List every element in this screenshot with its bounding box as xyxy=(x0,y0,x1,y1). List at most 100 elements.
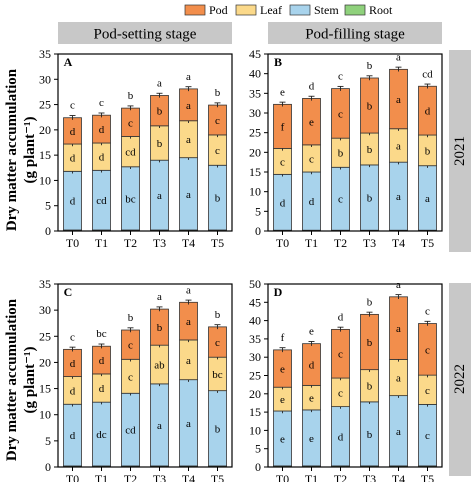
sig-letter-b-t4-leaf: a xyxy=(396,140,401,152)
y-tick-label-b-15: 15 xyxy=(249,165,261,179)
stage-header-box-filling xyxy=(268,22,442,44)
sig-letter-c-t0-leaf: d xyxy=(70,385,76,397)
y-tick-label-c-25: 25 xyxy=(39,329,51,343)
x-tick-label-c-t5: T5 xyxy=(211,472,224,482)
x-tick-label-d-t2: T2 xyxy=(334,472,347,482)
sig-letter-total-c-t3: a xyxy=(157,291,162,303)
x-tick-label-b-t4: T4 xyxy=(392,236,405,250)
sig-letter-total-d-t0: f xyxy=(281,332,285,344)
sig-letter-total-b-t0: e xyxy=(280,86,285,98)
sig-letter-c-t3-pod: b xyxy=(157,322,163,334)
sig-letter-b-t4-pod: a xyxy=(396,94,401,106)
y-tick-label-c-20: 20 xyxy=(39,355,51,369)
sig-letter-b-t0-stem: d xyxy=(280,197,286,209)
sig-letter-c-t4-stem: a xyxy=(186,418,191,430)
sig-letter-total-b-t4: a xyxy=(396,51,401,63)
sig-letter-d-t0-leaf: e xyxy=(280,394,285,406)
sig-letter-total-d-t4: a xyxy=(396,279,401,291)
y-tick-label-b-30: 30 xyxy=(249,106,261,120)
y-tick-label-b-45: 45 xyxy=(249,47,261,61)
x-tick-label-c-t3: T3 xyxy=(153,472,166,482)
y-tick-label-b-0: 0 xyxy=(255,224,261,238)
sig-letter-total-a-t1: c xyxy=(99,97,104,109)
sig-letter-total-d-t1: e xyxy=(309,326,314,338)
sig-letter-c-t2-pod: c xyxy=(128,340,133,352)
x-tick-label-b-t0: T0 xyxy=(276,236,289,250)
sig-letter-a-t0-stem: d xyxy=(70,196,76,208)
y-tick-label-c-0: 0 xyxy=(45,460,51,474)
sig-letter-d-t4-leaf: a xyxy=(396,373,401,385)
panel-letter-d: D xyxy=(274,285,283,299)
sig-letter-total-b-t1: d xyxy=(309,80,315,92)
legend: Pod Leaf Stem Root xyxy=(184,3,393,17)
y-tick-label-d-25: 25 xyxy=(249,369,261,383)
y-tick-label-d-10: 10 xyxy=(249,423,261,437)
x-tick-label-d-t5: T5 xyxy=(421,472,434,482)
sig-letter-a-t3-leaf: b xyxy=(157,138,163,150)
y-tick-label-d-50: 50 xyxy=(249,277,261,291)
x-tick-label-c-t2: T2 xyxy=(124,472,137,482)
y-axis-label-top-line2: (g plant⁻¹) xyxy=(22,116,38,183)
legend-swatch-pod xyxy=(184,4,206,16)
y-tick-label-d-20: 20 xyxy=(249,387,261,401)
sig-letter-a-t3-pod: b xyxy=(157,106,163,118)
y-tick-label-a-20: 20 xyxy=(39,123,51,137)
sig-letter-a-t2-pod: c xyxy=(128,117,133,129)
sig-letter-b-t0-leaf: c xyxy=(280,156,285,168)
sig-letter-d-t3-stem: b xyxy=(367,429,373,441)
sig-letter-b-t5-leaf: b xyxy=(425,145,431,157)
x-tick-label-d-t1: T1 xyxy=(305,472,318,482)
sig-letter-b-t2-leaf: b xyxy=(338,148,344,160)
x-tick-label-b-t5: T5 xyxy=(421,236,434,250)
year-bar-2021 xyxy=(449,50,471,252)
panel-frame-c xyxy=(57,283,233,468)
sig-letter-a-t2-stem: bc xyxy=(125,193,136,205)
y-tick-label-a-0: 0 xyxy=(45,224,51,238)
panel-letter-c: C xyxy=(64,285,73,299)
panel-frame-b xyxy=(267,53,443,232)
x-tick-label-b-t3: T3 xyxy=(363,236,376,250)
sig-letter-c-t5-stem: b xyxy=(215,423,221,435)
sig-letter-d-t4-stem: a xyxy=(396,426,401,438)
sig-letter-total-b-t2: c xyxy=(338,71,343,83)
legend-label-stem: Stem xyxy=(314,3,339,17)
sig-letter-d-t5-leaf: c xyxy=(425,385,430,397)
sig-letter-total-d-t3: b xyxy=(367,296,373,308)
y-tick-label-b-35: 35 xyxy=(249,86,261,100)
sig-letter-total-b-t3: b xyxy=(367,60,373,72)
sig-letter-c-t2-leaf: c xyxy=(128,371,133,383)
sig-letter-b-t3-leaf: b xyxy=(367,144,373,156)
sig-letter-b-t3-stem: b xyxy=(367,193,373,205)
sig-letter-b-t4-stem: a xyxy=(396,191,401,203)
legend-swatch-leaf xyxy=(235,4,257,16)
y-tick-label-a-35: 35 xyxy=(39,47,51,61)
x-tick-label-c-t1: T1 xyxy=(95,472,108,482)
sig-letter-b-t1-stem: d xyxy=(309,196,315,208)
y-tick-label-a-5: 5 xyxy=(45,199,51,213)
sig-letter-c-t1-pod: d xyxy=(99,355,105,367)
stage-header-setting: Pod-setting stage xyxy=(94,27,197,43)
sig-letter-b-t2-stem: c xyxy=(338,194,343,206)
sig-letter-c-t2-stem: cd xyxy=(125,425,136,437)
x-tick-label-d-t0: T0 xyxy=(276,472,289,482)
y-tick-label-c-30: 30 xyxy=(39,303,51,317)
sig-letter-d-t2-stem: d xyxy=(338,431,344,443)
x-tick-label-b-t2: T2 xyxy=(334,236,347,250)
sig-letter-b-t2-pod: c xyxy=(338,108,343,120)
y-tick-label-a-15: 15 xyxy=(39,148,51,162)
sig-letter-d-t0-pod: e xyxy=(280,364,285,376)
sig-letter-d-t2-leaf: c xyxy=(338,387,343,399)
year-label-2021: 2021 xyxy=(452,136,468,166)
x-tick-label-a-t3: T3 xyxy=(153,236,166,250)
sig-letter-c-t3-leaf: ab xyxy=(154,360,165,372)
sig-letter-c-t3-stem: a xyxy=(157,420,162,432)
sig-letter-d-t5-pod: c xyxy=(425,344,430,356)
sig-letter-total-c-t1: bc xyxy=(96,328,107,340)
sig-letter-a-t4-leaf: a xyxy=(186,134,191,146)
sig-letter-total-a-t2: b xyxy=(128,90,134,102)
sig-letter-c-t0-pod: d xyxy=(70,358,76,370)
x-tick-label-a-t1: T1 xyxy=(95,236,108,250)
x-tick-label-d-t4: T4 xyxy=(392,472,405,482)
sig-letter-a-t1-leaf: d xyxy=(99,152,105,164)
sig-letter-total-c-t2: b xyxy=(128,312,134,324)
